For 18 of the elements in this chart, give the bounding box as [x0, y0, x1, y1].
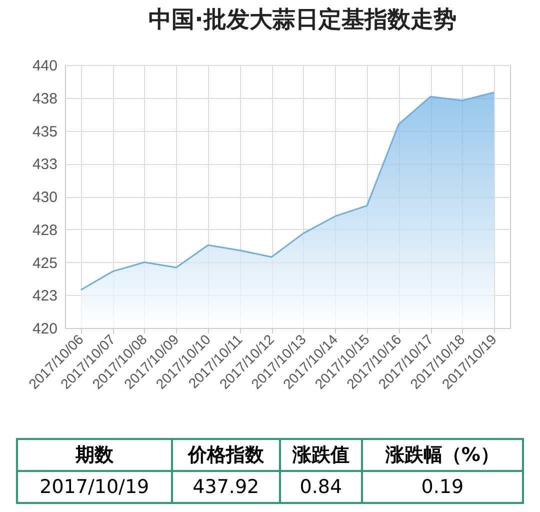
- y-tick-label: 423: [32, 288, 58, 305]
- y-tick-label: 438: [32, 90, 58, 108]
- text: 437.92: [172, 471, 280, 503]
- y-tick-label: 433: [32, 156, 58, 174]
- text: 涨跌值: [280, 439, 362, 471]
- y-tick-label: 440: [32, 58, 58, 74]
- y-tick-label: 435: [32, 123, 58, 140]
- chart-title: 中国·批发大蒜日定基指数走势: [148, 6, 456, 33]
- y-tick-label: 430: [32, 189, 58, 206]
- text: 期数: [17, 439, 172, 471]
- text: 2017/10/19: [17, 471, 172, 503]
- y-tick-label: 425: [32, 254, 58, 272]
- text: 价格指数: [172, 439, 280, 471]
- text: 涨跌幅（%）: [362, 439, 523, 471]
- text: 0.19: [362, 471, 523, 503]
- y-tick-label: 420: [32, 320, 58, 338]
- text: 0.84: [280, 471, 362, 503]
- y-tick-label: 428: [32, 222, 58, 239]
